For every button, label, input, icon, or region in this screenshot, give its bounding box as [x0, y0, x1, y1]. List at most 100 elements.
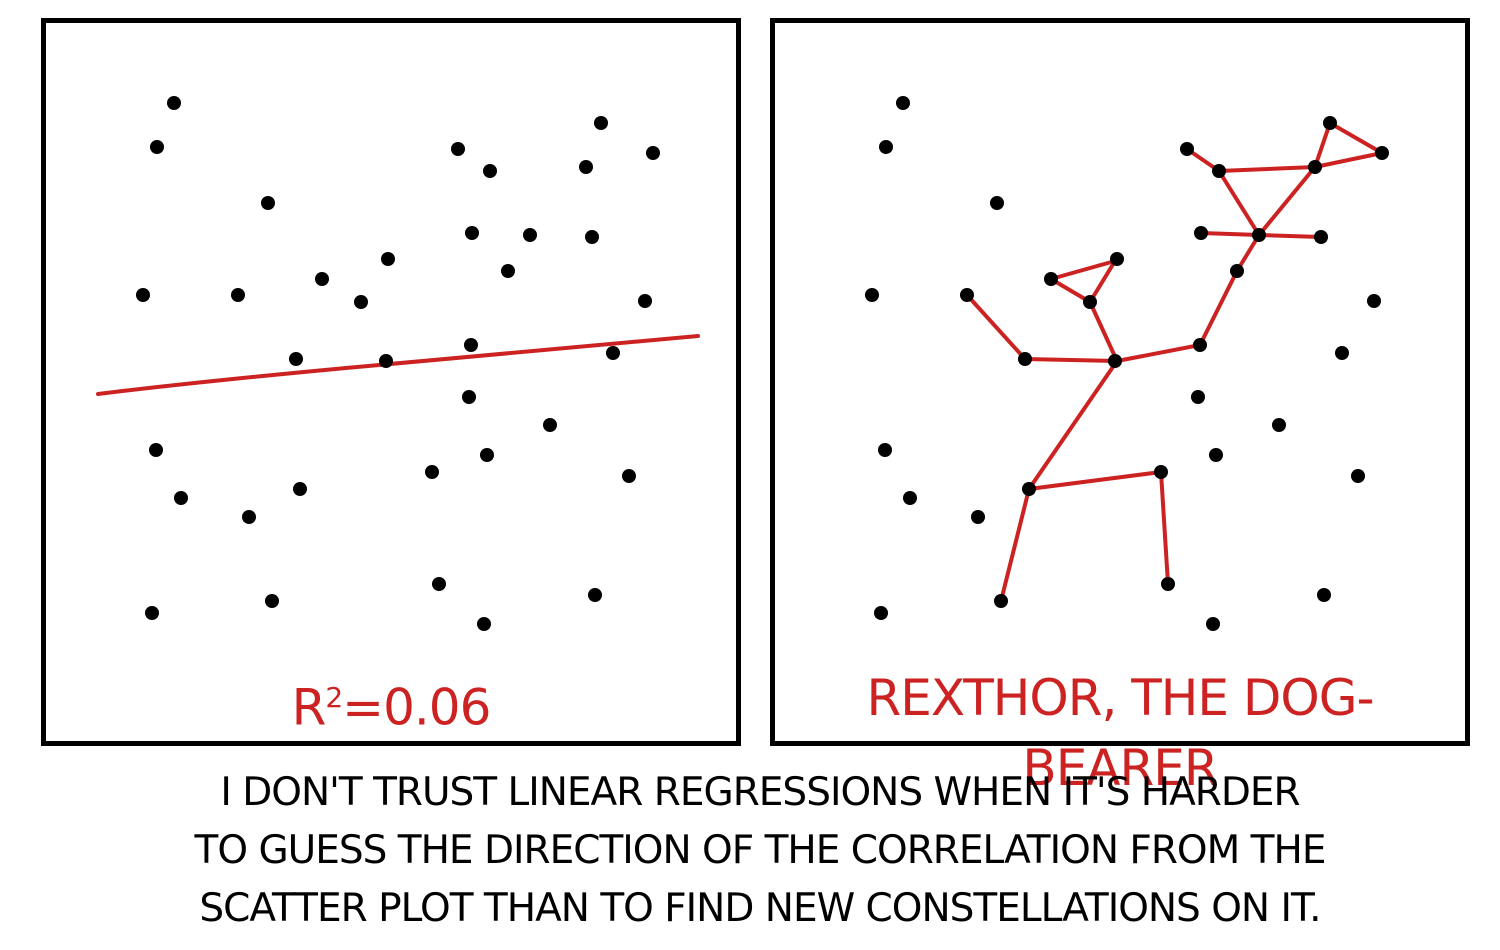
star-point: [1154, 465, 1168, 479]
star-point: [1252, 228, 1266, 242]
star-point: [1375, 146, 1389, 160]
star-point: [1367, 294, 1381, 308]
scatter-point: [451, 142, 465, 156]
scatter-point: [167, 96, 181, 110]
constellation-line: [1027, 359, 1119, 491]
scatter-point: [315, 272, 329, 286]
scatter-point: [242, 510, 256, 524]
scatter-point: [501, 264, 515, 278]
star-point: [878, 443, 892, 457]
scatter-point: [483, 164, 497, 178]
caption-line-1: I DON'T TRUST LINEAR REGRESSIONS WHEN IT…: [220, 770, 1300, 815]
star-point: [1193, 338, 1207, 352]
star-point: [903, 491, 917, 505]
scatter-point: [606, 346, 620, 360]
constellation-line: [1023, 357, 1119, 363]
constellation-line: [1198, 269, 1239, 347]
r-squared-exponent: 2: [325, 681, 343, 714]
scatter-point: [523, 228, 537, 242]
constellation-line: [1257, 233, 1323, 239]
caption-line-3: SCATTER PLOT THAN TO FIND NEW CONSTELLAT…: [199, 886, 1321, 931]
scatter-point: [381, 252, 395, 266]
scatter-point: [646, 146, 660, 160]
constellation-line: [1049, 277, 1092, 304]
star-point: [879, 140, 893, 154]
scatter-point: [145, 606, 159, 620]
scatter-point: [579, 160, 593, 174]
scatter-point: [543, 418, 557, 432]
star-point: [1108, 354, 1122, 368]
comic-caption: I DON'T TRUST LINEAR REGRESSIONS WHEN IT…: [40, 764, 1480, 938]
constellation-plot: [865, 96, 1389, 631]
scatter-point: [588, 588, 602, 602]
star-point: [1272, 418, 1286, 432]
scatter-point: [150, 140, 164, 154]
constellation-panel: REXTHOR, THE DOG-BEARER: [770, 18, 1470, 797]
star-point: [1317, 588, 1331, 602]
r-squared-value: =0.06: [342, 678, 491, 737]
constellation-line: [965, 293, 1027, 361]
star-point: [1110, 252, 1124, 266]
scatter-point: [464, 338, 478, 352]
scatter-point: [594, 116, 608, 130]
scatter-point: [136, 288, 150, 302]
star-point: [1314, 230, 1328, 244]
star-point: [994, 594, 1008, 608]
constellation-line: [1027, 470, 1163, 491]
star-point: [1180, 142, 1194, 156]
constellation-line: [1088, 259, 1117, 304]
scatter-point: [477, 617, 491, 631]
constellation-line: [1257, 165, 1317, 237]
constellation-line: [1088, 300, 1119, 363]
constellation-line: [999, 487, 1031, 603]
star-point: [874, 606, 888, 620]
constellation-line: [1199, 231, 1261, 237]
scatter-point: [585, 230, 599, 244]
constellation-name-label: REXTHOR, THE DOG-BEARER: [866, 669, 1375, 797]
star-point: [896, 96, 910, 110]
star-point: [1022, 482, 1036, 496]
star-point: [1308, 160, 1322, 174]
scatter-plot: [96, 96, 700, 631]
scatter-point: [638, 294, 652, 308]
scatter-point: [293, 482, 307, 496]
scatter-plot-panel: R2=0.06: [41, 18, 741, 746]
star-point: [1083, 295, 1097, 309]
scatter-point: [174, 491, 188, 505]
scatter-point: [432, 577, 446, 591]
star-point: [1206, 617, 1220, 631]
star-point: [1018, 352, 1032, 366]
scatter-point: [379, 354, 393, 368]
star-point: [1044, 272, 1058, 286]
caption-line-2: TO GUESS THE DIRECTION OF THE CORRELATIO…: [194, 828, 1327, 873]
constellation-line: [1115, 343, 1202, 363]
star-point: [971, 510, 985, 524]
constellation-line: [1313, 151, 1384, 169]
scatter-point: [622, 469, 636, 483]
scatter-point: [265, 594, 279, 608]
constellation-line: [1235, 233, 1261, 273]
star-point: [1212, 164, 1226, 178]
constellation-line: [1313, 121, 1332, 169]
star-point: [1351, 469, 1365, 483]
constellation-line: [1328, 121, 1384, 155]
star-point: [1230, 264, 1244, 278]
scatter-point: [354, 295, 368, 309]
constellation-line: [1049, 259, 1117, 281]
star-point: [990, 196, 1004, 210]
scatter-point: [480, 448, 494, 462]
constellation-line: [1217, 165, 1317, 173]
star-point: [960, 288, 974, 302]
r-squared-base: R: [291, 678, 327, 737]
star-point: [1335, 346, 1349, 360]
star-point: [865, 288, 879, 302]
scatter-point: [462, 390, 476, 404]
star-point: [1161, 577, 1175, 591]
constellation-line: [1159, 470, 1170, 586]
star-point: [1323, 116, 1337, 130]
scatter-point: [261, 196, 275, 210]
scatter-point: [231, 288, 245, 302]
scatter-point: [149, 443, 163, 457]
scatter-point: [289, 352, 303, 366]
star-point: [1209, 448, 1223, 462]
